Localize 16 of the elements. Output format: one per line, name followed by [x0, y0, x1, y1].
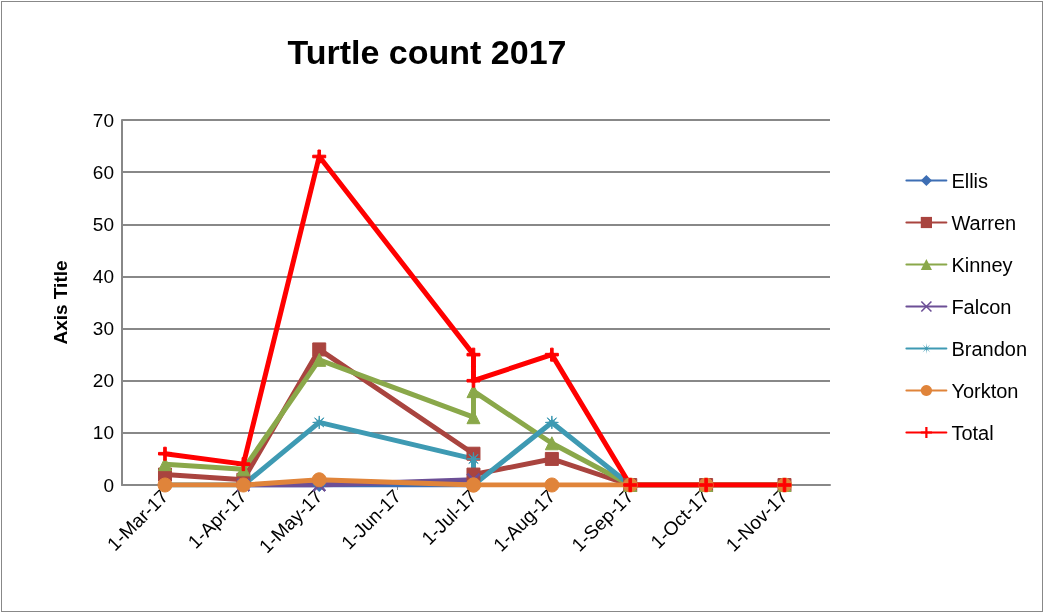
y-tick-label: 10 [92, 422, 114, 444]
y-axis-title: Axis Title [50, 260, 71, 345]
legend-label: Ellis [951, 169, 989, 192]
legend-label: Warren [951, 211, 1017, 234]
legend-label: Yorkton [951, 379, 1019, 402]
legend-label: Kinney [951, 253, 1013, 276]
legend-label: Total [951, 421, 994, 444]
chart-title: Turtle count 2017 [287, 33, 567, 71]
y-tick-label: 50 [92, 213, 114, 235]
legend-label: Falcon [951, 295, 1012, 318]
y-tick-label: 70 [92, 109, 114, 131]
y-tick-label: 20 [92, 370, 114, 392]
legend-label: Brandon [951, 337, 1028, 360]
y-tick-label: 30 [92, 318, 114, 340]
y-tick-label: 60 [92, 161, 114, 183]
y-tick-label: 40 [92, 265, 114, 287]
